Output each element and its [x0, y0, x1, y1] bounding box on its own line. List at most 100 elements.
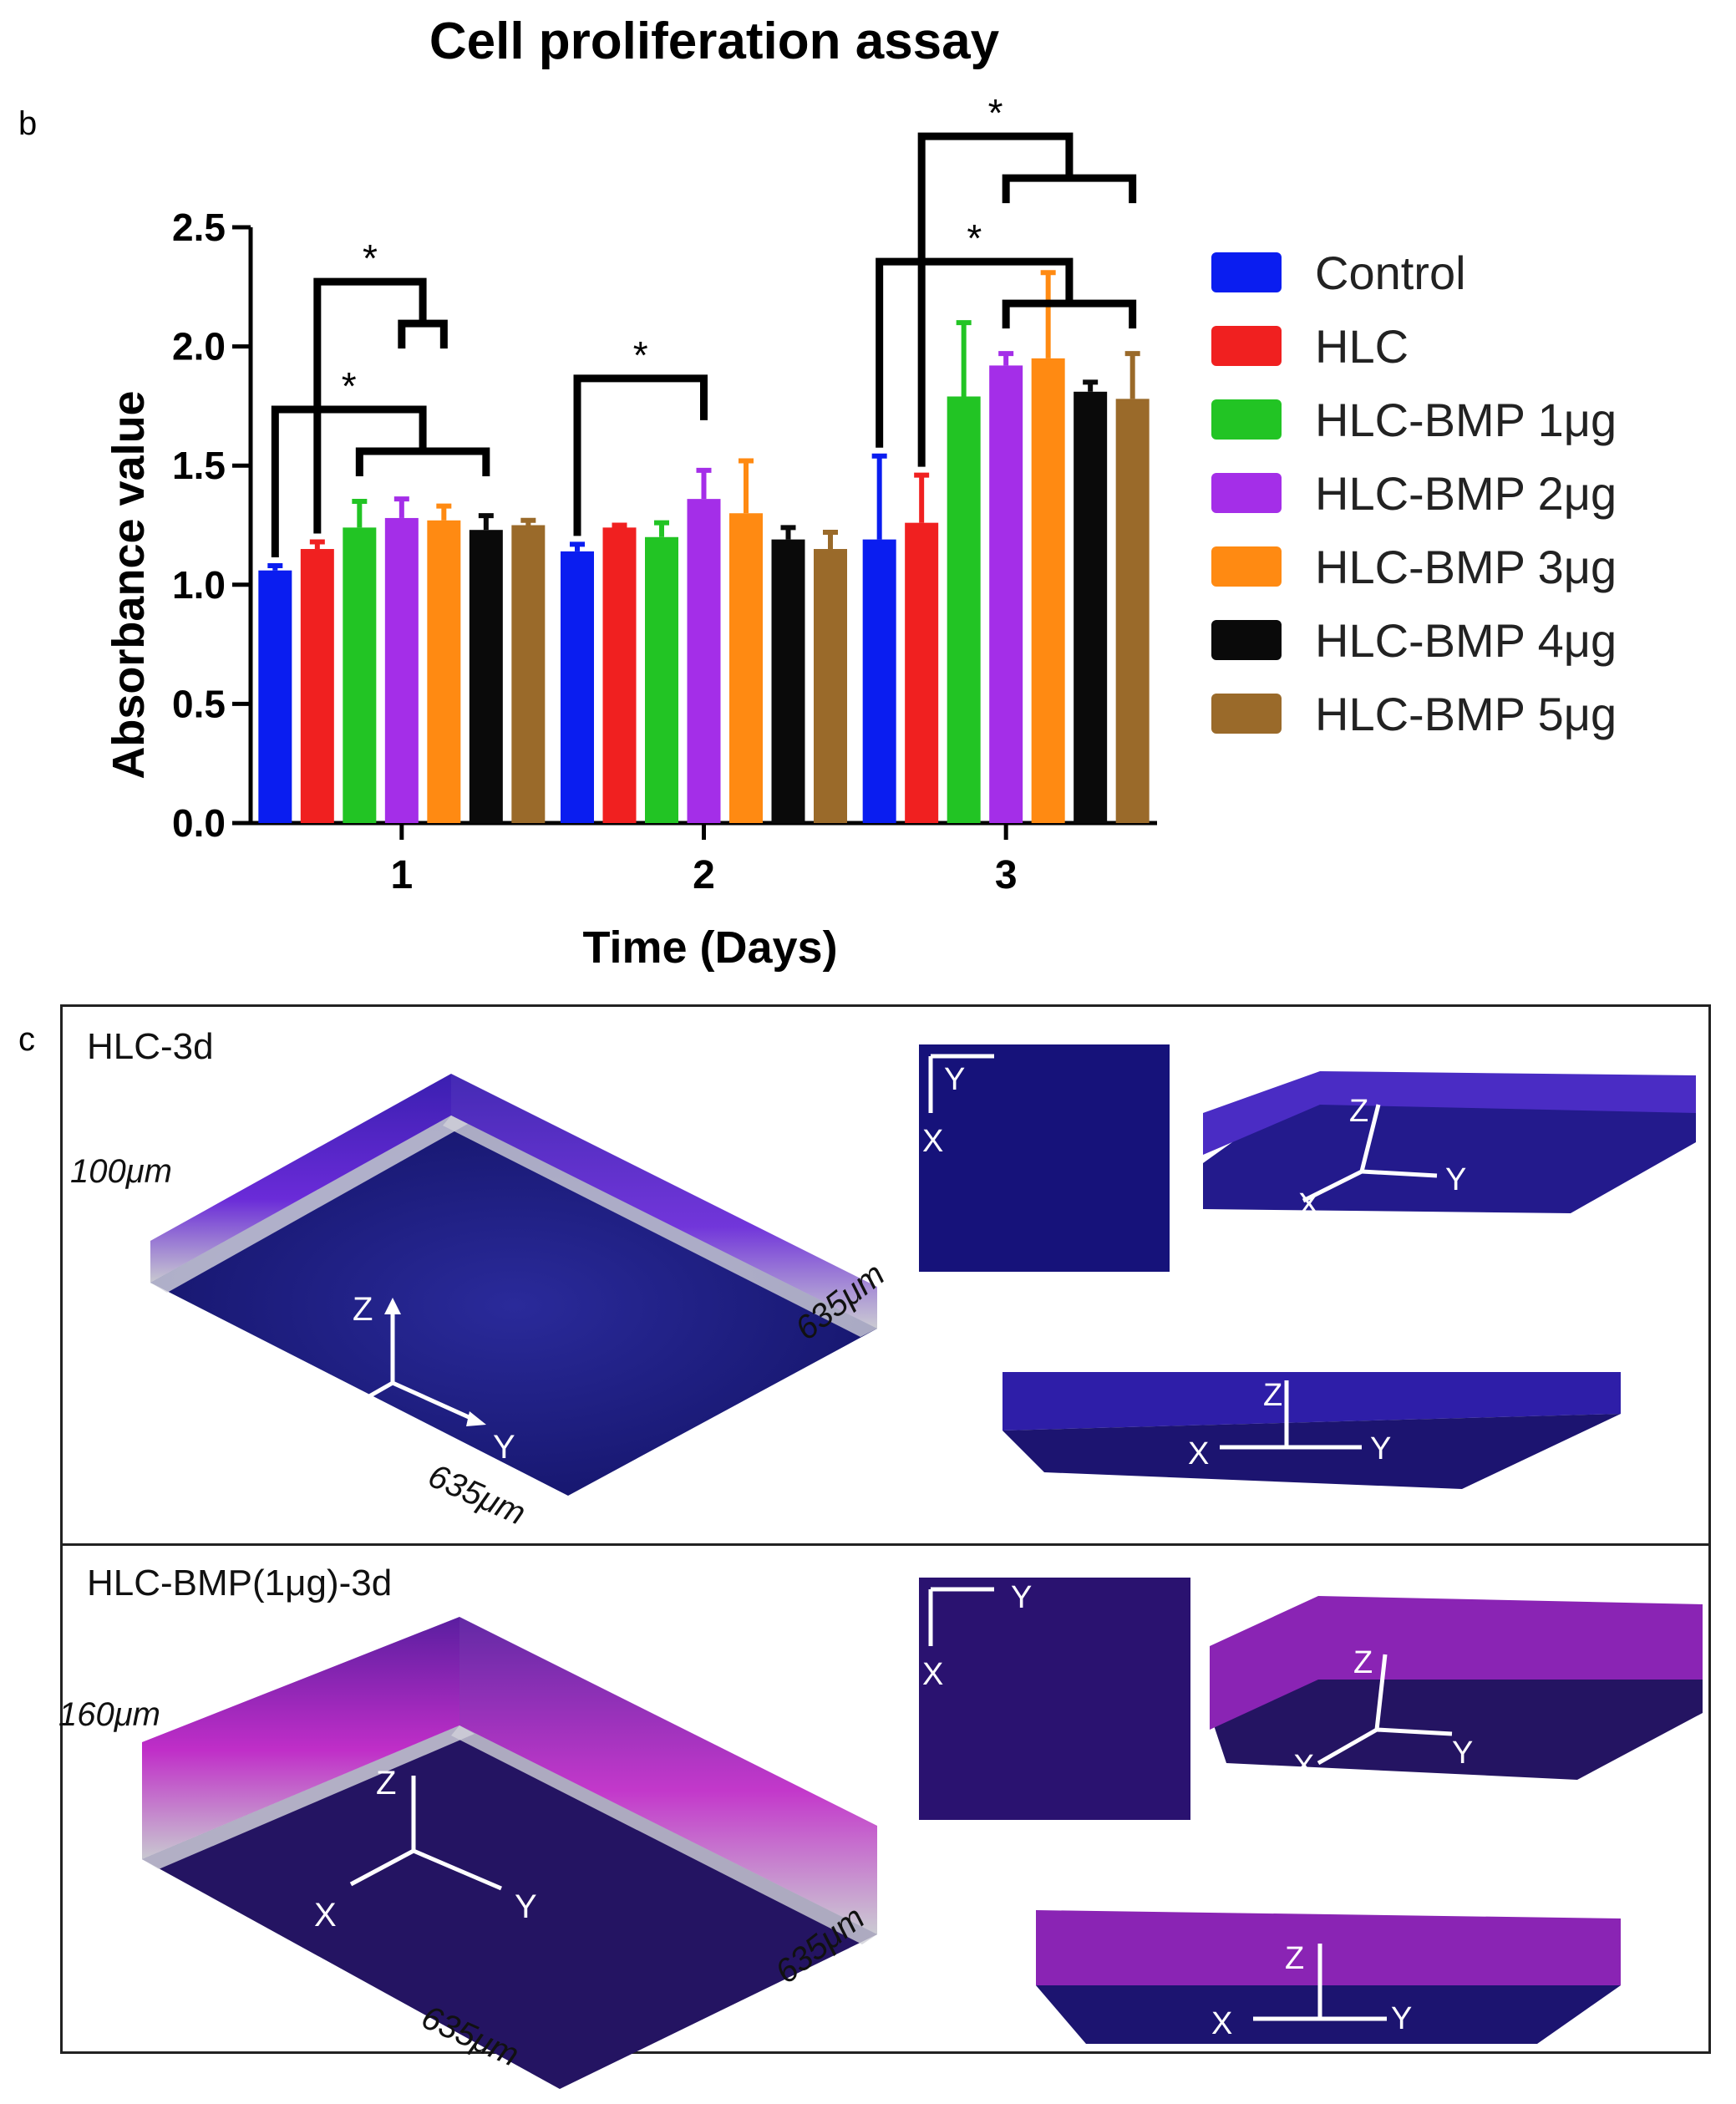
sig-bracket-left-1 — [313, 277, 427, 534]
panel-c-frame — [60, 1004, 1711, 2054]
legend-item-1: HLC — [1211, 309, 1617, 383]
bar-chart: 0.00.51.01.52.02.51 2 3 ***** Time (Days) … — [104, 91, 1157, 973]
sig-star-4: * — [988, 91, 1003, 135]
bar-6-0 — [511, 525, 546, 823]
sig-bracket-left-2 — [573, 374, 708, 536]
bar-6-1 — [814, 549, 847, 823]
sig-bracket-right-0 — [355, 447, 490, 476]
legend-swatch — [1211, 326, 1282, 366]
legend-label: HLC — [1315, 319, 1409, 373]
row2-top-view: Y X — [919, 1578, 1190, 1820]
row2-side-view-2: Z X Y — [1036, 1910, 1621, 2044]
y-tick-label: 2.5 — [172, 206, 226, 249]
bar-0-2 — [862, 539, 896, 823]
legend-swatch — [1211, 694, 1282, 734]
legend-label: HLC-BMP 3μg — [1315, 540, 1617, 593]
sig-star-3: * — [967, 216, 982, 260]
row1-axis-z: Z — [353, 1291, 373, 1328]
row1-side-axis-x: X — [1298, 1187, 1319, 1222]
row2-side-view-1: Z X Y — [1210, 1596, 1703, 1780]
row1-side2-axis-x: X — [1188, 1436, 1209, 1471]
row1-side-view-2: Z X Y — [1003, 1372, 1621, 1489]
legend-item-3: HLC-BMP 2μg — [1211, 456, 1617, 530]
sig-bracket-right-3 — [1002, 299, 1137, 329]
row1-top-axis-y: Y — [944, 1062, 965, 1097]
legend-label: HLC-BMP 1μg — [1315, 393, 1617, 446]
row1-main-axes-icon — [326, 1298, 486, 1426]
row1-top-axis-x: X — [922, 1124, 943, 1159]
row1-side2-axis-z: Z — [1263, 1378, 1282, 1413]
chart-axes: 0.0 0.5 1.0 1.5 2.0 2.5 1 2 3 — [172, 206, 1157, 897]
sig-bracket-right-1 — [398, 319, 448, 349]
sig-star-1: * — [363, 236, 378, 280]
panel-c-divider — [63, 1543, 1708, 1546]
legend-swatch — [1211, 620, 1282, 660]
bar-6-2 — [1115, 399, 1150, 823]
row2-axis-z: Z — [376, 1765, 396, 1802]
bar-2-2 — [947, 396, 981, 823]
bar-2-0 — [343, 527, 377, 823]
row2-top-axis-x: X — [922, 1657, 943, 1692]
row2-label: HLC-BMP(1μg)-3d — [87, 1563, 393, 1603]
row1-axis-x: X — [297, 1446, 320, 1482]
bar-4-0 — [427, 520, 461, 823]
row1-axis-y: Y — [493, 1429, 515, 1466]
x-tick-label: 2 — [693, 853, 715, 897]
row2-axis-y: Y — [515, 1888, 537, 1925]
panel-c-letter: c — [18, 1021, 35, 1058]
legend-item-6: HLC-BMP 5μg — [1211, 677, 1617, 750]
legend-item-4: HLC-BMP 3μg — [1211, 530, 1617, 603]
row1-depth-label: 100μm — [70, 1153, 172, 1190]
bar-1-2 — [905, 522, 939, 823]
row1-side-axis-z: Z — [1349, 1094, 1368, 1129]
row2-side2-axis-x: X — [1211, 2006, 1232, 2041]
y-tick-label: 0.5 — [172, 682, 226, 725]
bar-0-0 — [258, 570, 292, 823]
row1-side2-axis-y: Y — [1370, 1431, 1391, 1466]
x-tick-label: 1 — [390, 853, 413, 897]
legend-swatch — [1211, 473, 1282, 513]
legend-item-0: Control — [1211, 236, 1617, 309]
row2-top-axis-y: Y — [1011, 1580, 1032, 1615]
legend-label: HLC-BMP 5μg — [1315, 687, 1617, 740]
row1-label: HLC-3d — [87, 1026, 214, 1067]
legend-label: Control — [1315, 246, 1466, 299]
bar-4-1 — [729, 513, 763, 823]
sig-star-0: * — [342, 364, 357, 408]
bar-3-2 — [989, 365, 1023, 823]
chart-bars — [258, 358, 1150, 824]
bar-1-1 — [602, 527, 637, 823]
row2-main-3d-render: Z X Y — [142, 1617, 877, 2089]
sig-bracket-left-0 — [271, 405, 427, 557]
bar-0-1 — [561, 551, 594, 823]
legend-swatch — [1211, 252, 1282, 292]
row2-side2-axis-y: Y — [1391, 2001, 1412, 2036]
bar-1-0 — [300, 549, 334, 823]
y-tick-label: 1.5 — [172, 444, 226, 487]
chart-significance: * * * * * — [271, 91, 1137, 557]
y-tick-label: 1.0 — [172, 563, 226, 607]
row1-main-3d-render: Z X Y — [150, 1074, 877, 1496]
bar-4-2 — [1031, 358, 1065, 823]
legend-label: HLC-BMP 2μg — [1315, 466, 1617, 520]
legend-item-5: HLC-BMP 4μg — [1211, 603, 1617, 677]
chart-legend: Control HLC HLC-BMP 1μg HLC-BMP 2μg HLC-BMP … — [1211, 236, 1617, 750]
bar-3-1 — [687, 499, 721, 823]
legend-swatch — [1211, 399, 1282, 440]
row1-side-view-1: Z X Y — [1203, 1071, 1696, 1222]
sig-bracket-left-4 — [917, 132, 1074, 467]
bar-2-1 — [645, 536, 678, 823]
y-tick-label: 0.0 — [172, 801, 226, 845]
legend-swatch — [1211, 546, 1282, 587]
bar-5-1 — [771, 539, 805, 823]
row2-side2-axis-z: Z — [1285, 1941, 1304, 1976]
panel-b-letter: b — [18, 105, 38, 142]
row1-side-axis-y: Y — [1445, 1162, 1466, 1197]
legend-item-2: HLC-BMP 1μg — [1211, 383, 1617, 456]
chart-title: Cell proliferation assay — [429, 13, 1000, 70]
bar-5-2 — [1074, 391, 1108, 824]
x-tick-label: 3 — [995, 853, 1018, 897]
row2-axis-x: X — [314, 1897, 337, 1934]
y-tick-label: 2.0 — [172, 325, 226, 368]
row2-side-axis-z: Z — [1353, 1645, 1373, 1680]
